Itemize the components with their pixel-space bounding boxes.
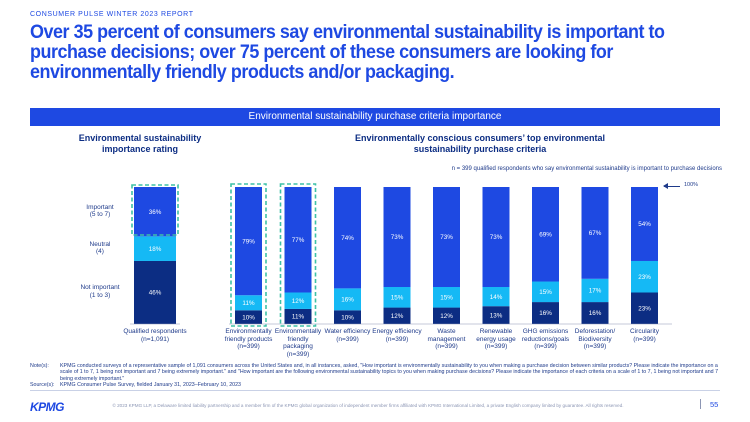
left-category-label: Qualified respondents (n=1,091) — [123, 328, 187, 343]
right-data-label: 11% — [292, 314, 305, 321]
right-data-label: 15% — [391, 294, 404, 301]
right-bar-segment — [334, 187, 361, 289]
right-data-label: 17% — [589, 288, 602, 295]
highlight-box — [230, 183, 267, 327]
rating-label: Important (5 to 7) — [86, 203, 114, 219]
right-bar-segment — [383, 307, 411, 324]
highlight-box — [279, 183, 317, 327]
category-label: Energy efficiency (n=399) — [372, 328, 422, 343]
page-divider — [700, 399, 701, 409]
right-data-label: 15% — [440, 294, 453, 301]
right-bar-segment — [334, 288, 361, 311]
right-data-label: 13% — [490, 312, 503, 319]
right-bar-segment — [631, 187, 658, 261]
note-row: Note(s): KPMG conducted surveys of a rep… — [30, 363, 720, 382]
right-bar-segment — [482, 287, 510, 307]
right-data-label: 23% — [638, 274, 651, 281]
left-bar-segment — [134, 260, 176, 324]
right-data-label: 12% — [440, 313, 453, 320]
rating-label: Neutral (4) — [89, 240, 111, 256]
right-bar-segment — [532, 302, 559, 324]
right-bar-segment — [334, 310, 361, 324]
hundred-percent-label: 100% — [684, 182, 699, 188]
right-data-label: 54% — [638, 221, 651, 228]
left-bar-segment — [134, 187, 176, 237]
right-data-label: 16% — [589, 310, 602, 317]
copyright: © 2023 KPMG LLP, a Delaware limited liab… — [112, 403, 624, 408]
important-highlight-box — [131, 184, 179, 236]
left-bar-segment — [134, 236, 176, 261]
right-bar-segment — [631, 260, 658, 293]
note-text: KPMG conducted surveys of a representati… — [60, 363, 719, 382]
right-bar-segment — [433, 307, 460, 324]
footer-rule — [30, 390, 720, 391]
category-label: Renewable energy usage (n=399) — [476, 328, 516, 350]
right-bar-segment — [482, 187, 510, 288]
report-label: CONSUMER PULSE WINTER 2023 REPORT — [30, 11, 194, 18]
kpmg-logo: KPMG — [30, 400, 65, 414]
right-bar-segment — [383, 187, 411, 288]
category-label: Environmentally friendly packaging (n=39… — [274, 328, 322, 358]
right-data-label: 12% — [292, 298, 305, 305]
category-label: GHG emissions reductions/goals (n=399) — [521, 328, 570, 350]
category-label: Water efficiency (n=399) — [324, 328, 371, 343]
right-bar-segment — [284, 292, 312, 309]
source-text: KPMG Consumer Pulse Survey, fielded Janu… — [60, 381, 241, 388]
right-bar-segment — [235, 295, 262, 311]
headline: Over 35 percent of consumers say environ… — [30, 21, 665, 83]
right-data-label: 16% — [539, 310, 552, 317]
right-bar-segment — [532, 187, 559, 282]
right-bar-segment — [482, 306, 510, 324]
right-panel-title: Environmentally conscious consumers’ top… — [354, 133, 606, 154]
right-data-label: 73% — [490, 234, 503, 241]
category-label: Deforestation/ Biodiversity (n=399) — [574, 328, 616, 350]
right-bar-segment — [433, 187, 460, 288]
right-bar-segment — [581, 302, 609, 324]
right-data-label: 69% — [539, 231, 552, 238]
note-key: Note(s): — [30, 363, 49, 369]
right-data-label: 10% — [242, 314, 255, 321]
right-bar-segment — [284, 308, 312, 324]
right-bar-segment — [433, 287, 460, 308]
right-data-label: 73% — [391, 234, 404, 241]
left-data-label: 36% — [149, 209, 162, 216]
source-key: Source(s): — [30, 381, 55, 388]
hundred-percent-arrow — [663, 183, 680, 189]
right-bar-segment — [235, 187, 262, 296]
right-data-label: 16% — [341, 297, 354, 304]
sample-note: n = 399 qualified respondents who say en… — [451, 166, 722, 172]
right-data-label: 23% — [638, 305, 651, 312]
page-number: 55 — [710, 400, 719, 409]
left-panel-title: Environmental sustainability importance … — [78, 133, 202, 154]
category-label: Waste management (n=399) — [427, 328, 466, 350]
right-data-label: 12% — [391, 313, 404, 320]
right-data-label: 79% — [242, 238, 255, 245]
right-data-label: 74% — [341, 235, 354, 242]
right-data-label: 77% — [292, 237, 305, 244]
right-data-label: 11% — [242, 300, 255, 307]
right-bar-segment — [532, 281, 559, 303]
left-data-label: 18% — [149, 246, 162, 253]
right-bar-segment — [581, 278, 609, 303]
category-label: Environmentally friendly products (n=399… — [224, 328, 273, 350]
footnotes: Note(s): KPMG conducted surveys of a rep… — [30, 363, 720, 388]
right-bar-segment — [383, 287, 411, 308]
rating-label: Not important (1 to 3) — [80, 284, 120, 299]
right-data-label: 14% — [490, 294, 503, 301]
left-data-label: 46% — [149, 290, 162, 297]
chart-banner: Environmental sustainability purchase cr… — [30, 108, 720, 126]
right-bar-segment — [284, 187, 312, 293]
source-row: Source(s): KPMG Consumer Pulse Survey, f… — [30, 382, 720, 388]
right-data-label: 73% — [440, 234, 453, 241]
right-bar-segment — [235, 310, 262, 324]
category-label: Circularity (n=399) — [630, 328, 659, 343]
right-data-label: 15% — [539, 289, 552, 296]
right-data-label: 10% — [341, 314, 354, 321]
right-data-label: 67% — [589, 230, 602, 237]
right-bar-segment — [631, 292, 658, 324]
right-bar-segment — [581, 187, 609, 279]
